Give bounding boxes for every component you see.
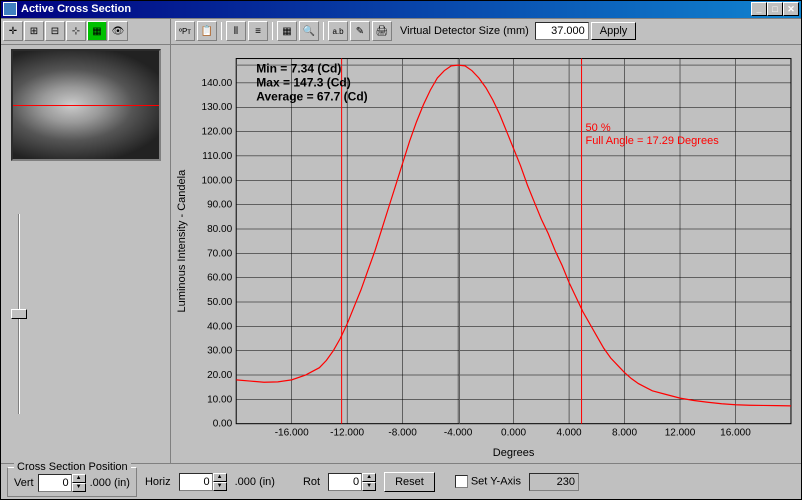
svg-text:Full Angle = 17.29 Degrees: Full Angle = 17.29 Degrees: [586, 135, 720, 147]
crosshair-tool-icon[interactable]: ✛: [3, 21, 23, 41]
eye-tool-icon[interactable]: 👁: [108, 21, 128, 41]
cross-section-line: [13, 105, 159, 106]
svg-text:100.00: 100.00: [202, 175, 233, 186]
left-toolbar: ✛ ⊞ ⊟ ⊹ ▦ 👁: [1, 19, 170, 45]
points-icon[interactable]: ºPᴛ: [175, 21, 195, 41]
svg-text:90.00: 90.00: [207, 199, 232, 210]
svg-text:0.000: 0.000: [501, 428, 526, 439]
vert-up-icon[interactable]: ▲: [72, 474, 86, 483]
preview-image[interactable]: [11, 49, 161, 161]
right-toolbar: ºPᴛ 📋 ⦀ ≡ ▦ 🔍 a.b ✎ 🖨 Virtual Detector S…: [171, 19, 801, 45]
window-title: Active Cross Section: [21, 3, 751, 15]
svg-text:50 %: 50 %: [586, 122, 611, 134]
tool-2-icon[interactable]: ⊞: [24, 21, 44, 41]
fieldset-legend: Cross Section Position: [14, 461, 131, 473]
vert-spinbox[interactable]: ▲▼: [38, 474, 86, 492]
svg-text:130.00: 130.00: [202, 102, 233, 113]
reset-button[interactable]: Reset: [384, 472, 435, 492]
hlines-icon[interactable]: ≡: [248, 21, 268, 41]
svg-text:-8.000: -8.000: [388, 428, 417, 439]
svg-text:Luminous Intensity - Candela: Luminous Intensity - Candela: [176, 169, 188, 313]
svg-text:110.00: 110.00: [202, 151, 232, 162]
vert-down-icon[interactable]: ▼: [72, 483, 86, 492]
horiz-unit: .000 (in): [235, 476, 275, 488]
window: Active Cross Section _ □ ✕ ✛ ⊞ ⊟ ⊹ ▦ 👁: [0, 0, 802, 500]
rot-up-icon[interactable]: ▲: [362, 473, 376, 482]
horiz-label: Horiz: [145, 476, 171, 488]
svg-text:12.000: 12.000: [665, 428, 696, 439]
y-axis-value: 230: [529, 473, 579, 491]
svg-text:16.000: 16.000: [720, 428, 751, 439]
titlebar[interactable]: Active Cross Section _ □ ✕: [1, 1, 801, 18]
svg-text:-4.000: -4.000: [444, 428, 473, 439]
horiz-input[interactable]: [179, 473, 213, 491]
svg-text:50.00: 50.00: [207, 297, 232, 308]
svg-text:120.00: 120.00: [202, 126, 233, 137]
svg-text:Min = 7.34 (Cd): Min = 7.34 (Cd): [256, 61, 341, 75]
tool-4-icon[interactable]: ⊹: [66, 21, 86, 41]
svg-text:Average = 67.7 (Cd): Average = 67.7 (Cd): [256, 89, 367, 103]
rot-input[interactable]: [328, 473, 362, 491]
apply-button[interactable]: Apply: [591, 22, 637, 40]
svg-text:60.00: 60.00: [207, 272, 232, 283]
slider-thumb[interactable]: [11, 309, 27, 319]
svg-text:30.00: 30.00: [207, 346, 232, 357]
vlines-icon[interactable]: ⦀: [226, 21, 246, 41]
svg-text:0.00: 0.00: [213, 419, 233, 430]
horiz-down-icon[interactable]: ▼: [213, 482, 227, 491]
tool-3-icon[interactable]: ⊟: [45, 21, 65, 41]
maximize-button[interactable]: □: [767, 2, 783, 16]
app-icon: [3, 2, 17, 16]
svg-text:8.000: 8.000: [612, 428, 637, 439]
svg-text:Max = 147.3 (Cd): Max = 147.3 (Cd): [256, 75, 351, 89]
vert-label: Vert: [14, 477, 34, 489]
chart: -16.000 -12.000 -8.000 -4.000 0.000 4.000 8.00…: [171, 45, 801, 463]
svg-text:20.00: 20.00: [207, 370, 232, 381]
annotate-icon[interactable]: ✎: [350, 21, 370, 41]
svg-text:70.00: 70.00: [207, 248, 232, 259]
vertical-slider[interactable]: [9, 214, 29, 414]
svg-text:40.00: 40.00: [207, 321, 232, 332]
chart-area[interactable]: -16.000 -12.000 -8.000 -4.000 0.000 4.000 8.00…: [171, 45, 801, 463]
copy-icon[interactable]: 📋: [197, 21, 217, 41]
svg-text:4.000: 4.000: [557, 428, 582, 439]
svg-text:-12.000: -12.000: [330, 428, 364, 439]
svg-text:-16.000: -16.000: [275, 428, 309, 439]
rot-label: Rot: [303, 476, 320, 488]
vert-input[interactable]: [38, 474, 72, 492]
set-y-label: Set Y-Axis: [471, 475, 521, 487]
label-format-icon[interactable]: a.b: [328, 21, 348, 41]
svg-text:80.00: 80.00: [207, 224, 232, 235]
bottom-bar: Cross Section Position Vert ▲▼ .000 (in)…: [1, 463, 801, 499]
set-y-checkbox[interactable]: [455, 475, 468, 488]
rot-spinbox[interactable]: ▲▼: [328, 473, 376, 491]
detector-size-label: Virtual Detector Size (mm): [400, 25, 529, 37]
left-panel: ✛ ⊞ ⊟ ⊹ ▦ 👁: [1, 19, 171, 463]
close-button[interactable]: ✕: [783, 2, 799, 16]
horiz-up-icon[interactable]: ▲: [213, 473, 227, 482]
rot-down-icon[interactable]: ▼: [362, 482, 376, 491]
grid-tool-icon[interactable]: ▦: [87, 21, 107, 41]
horiz-spinbox[interactable]: ▲▼: [179, 473, 227, 491]
print-icon[interactable]: 🖨: [372, 21, 392, 41]
svg-text:10.00: 10.00: [207, 394, 232, 405]
cross-section-position-group: Cross Section Position Vert ▲▼ .000 (in): [7, 467, 137, 497]
grid-icon[interactable]: ▦: [277, 21, 297, 41]
detector-size-input[interactable]: [535, 22, 589, 40]
vert-unit: .000 (in): [90, 477, 130, 489]
svg-text:140.00: 140.00: [202, 78, 233, 89]
svg-text:Degrees: Degrees: [493, 447, 535, 459]
zoom-icon[interactable]: 🔍: [299, 21, 319, 41]
minimize-button[interactable]: _: [751, 2, 767, 16]
